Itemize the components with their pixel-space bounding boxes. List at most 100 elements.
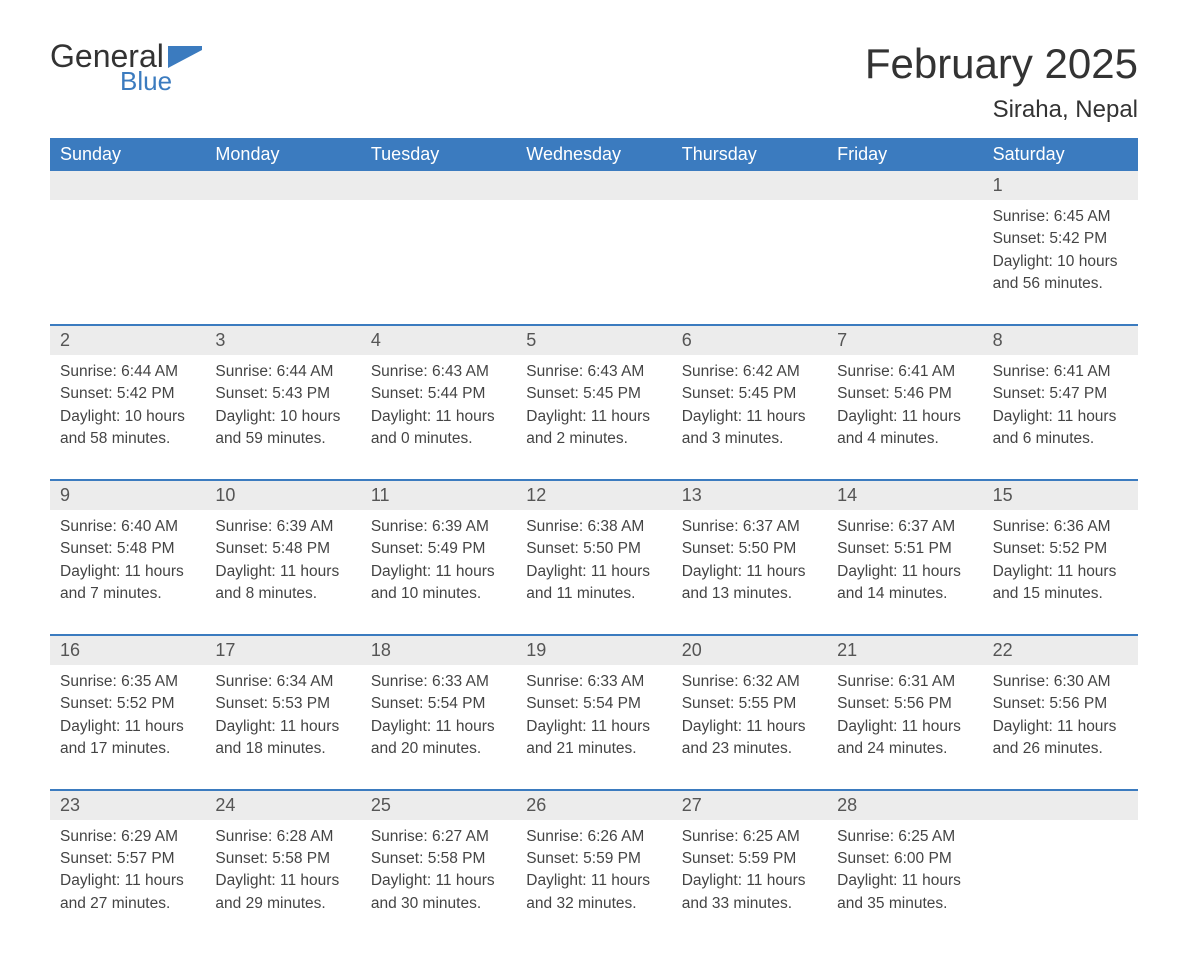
day-cell xyxy=(205,200,360,302)
day-number: 16 xyxy=(50,636,205,665)
sunrise-line: Sunrise: 6:29 AM xyxy=(60,826,195,848)
day-cell: Sunrise: 6:32 AMSunset: 5:55 PMDaylight:… xyxy=(672,665,827,767)
day-cell: Sunrise: 6:39 AMSunset: 5:48 PMDaylight:… xyxy=(205,510,360,612)
daylight-line: Daylight: 11 hours and 32 minutes. xyxy=(526,870,661,915)
day-cell: Sunrise: 6:34 AMSunset: 5:53 PMDaylight:… xyxy=(205,665,360,767)
day-number: 4 xyxy=(361,326,516,355)
daynum-band: 232425262728 xyxy=(50,791,1138,820)
sunset-line: Sunset: 5:56 PM xyxy=(837,693,972,715)
daylight-line: Daylight: 11 hours and 17 minutes. xyxy=(60,716,195,761)
day-number xyxy=(205,171,360,200)
sunrise-line: Sunrise: 6:40 AM xyxy=(60,516,195,538)
day-cell xyxy=(983,820,1138,922)
daylight-line: Daylight: 11 hours and 10 minutes. xyxy=(371,561,506,606)
day-number: 22 xyxy=(983,636,1138,665)
daylight-line: Daylight: 11 hours and 3 minutes. xyxy=(682,406,817,451)
day-number: 7 xyxy=(827,326,982,355)
day-cell: Sunrise: 6:30 AMSunset: 5:56 PMDaylight:… xyxy=(983,665,1138,767)
day-number: 23 xyxy=(50,791,205,820)
daylight-line: Daylight: 11 hours and 15 minutes. xyxy=(993,561,1128,606)
sunrise-line: Sunrise: 6:43 AM xyxy=(371,361,506,383)
sunrise-line: Sunrise: 6:28 AM xyxy=(215,826,350,848)
daylight-line: Daylight: 11 hours and 23 minutes. xyxy=(682,716,817,761)
sunrise-line: Sunrise: 6:25 AM xyxy=(837,826,972,848)
day-number: 20 xyxy=(672,636,827,665)
page-header: General Blue February 2025 Siraha, Nepal xyxy=(50,40,1138,124)
day-cell: Sunrise: 6:45 AMSunset: 5:42 PMDaylight:… xyxy=(983,200,1138,302)
day-cell: Sunrise: 6:25 AMSunset: 5:59 PMDaylight:… xyxy=(672,820,827,922)
day-cell: Sunrise: 6:44 AMSunset: 5:42 PMDaylight:… xyxy=(50,355,205,457)
daylight-line: Daylight: 11 hours and 8 minutes. xyxy=(215,561,350,606)
daylight-line: Daylight: 11 hours and 21 minutes. xyxy=(526,716,661,761)
day-number: 1 xyxy=(983,171,1138,200)
sunrise-line: Sunrise: 6:32 AM xyxy=(682,671,817,693)
sunrise-line: Sunrise: 6:35 AM xyxy=(60,671,195,693)
day-cell: Sunrise: 6:31 AMSunset: 5:56 PMDaylight:… xyxy=(827,665,982,767)
day-number: 26 xyxy=(516,791,671,820)
daylight-line: Daylight: 11 hours and 13 minutes. xyxy=(682,561,817,606)
day-number: 13 xyxy=(672,481,827,510)
daylight-line: Daylight: 11 hours and 0 minutes. xyxy=(371,406,506,451)
sunrise-line: Sunrise: 6:43 AM xyxy=(526,361,661,383)
daylight-line: Daylight: 11 hours and 6 minutes. xyxy=(993,406,1128,451)
logo: General Blue xyxy=(50,40,202,97)
sunset-line: Sunset: 5:46 PM xyxy=(837,383,972,405)
sunrise-line: Sunrise: 6:34 AM xyxy=(215,671,350,693)
day-cell: Sunrise: 6:28 AMSunset: 5:58 PMDaylight:… xyxy=(205,820,360,922)
day-cell: Sunrise: 6:40 AMSunset: 5:48 PMDaylight:… xyxy=(50,510,205,612)
day-number: 27 xyxy=(672,791,827,820)
daycells-row: Sunrise: 6:35 AMSunset: 5:52 PMDaylight:… xyxy=(50,665,1138,767)
day-number xyxy=(361,171,516,200)
daylight-line: Daylight: 11 hours and 14 minutes. xyxy=(837,561,972,606)
day-number: 15 xyxy=(983,481,1138,510)
day-number: 25 xyxy=(361,791,516,820)
day-number: 3 xyxy=(205,326,360,355)
daynum-band: 16171819202122 xyxy=(50,636,1138,665)
sunrise-line: Sunrise: 6:37 AM xyxy=(682,516,817,538)
calendar-week: 1Sunrise: 6:45 AMSunset: 5:42 PMDaylight… xyxy=(50,171,1138,302)
day-number: 19 xyxy=(516,636,671,665)
day-number: 14 xyxy=(827,481,982,510)
sunrise-line: Sunrise: 6:42 AM xyxy=(682,361,817,383)
day-cell: Sunrise: 6:39 AMSunset: 5:49 PMDaylight:… xyxy=(361,510,516,612)
sunset-line: Sunset: 5:45 PM xyxy=(526,383,661,405)
sunset-line: Sunset: 5:48 PM xyxy=(215,538,350,560)
sunset-line: Sunset: 5:45 PM xyxy=(682,383,817,405)
daylight-line: Daylight: 10 hours and 58 minutes. xyxy=(60,406,195,451)
daynum-band: 2345678 xyxy=(50,326,1138,355)
day-cell xyxy=(827,200,982,302)
daylight-line: Daylight: 11 hours and 35 minutes. xyxy=(837,870,972,915)
day-cell: Sunrise: 6:35 AMSunset: 5:52 PMDaylight:… xyxy=(50,665,205,767)
sunset-line: Sunset: 5:51 PM xyxy=(837,538,972,560)
day-number xyxy=(516,171,671,200)
day-cell: Sunrise: 6:26 AMSunset: 5:59 PMDaylight:… xyxy=(516,820,671,922)
calendar-week: 232425262728Sunrise: 6:29 AMSunset: 5:57… xyxy=(50,789,1138,922)
day-number xyxy=(672,171,827,200)
sunset-line: Sunset: 5:44 PM xyxy=(371,383,506,405)
month-title: February 2025 xyxy=(865,40,1138,88)
sunset-line: Sunset: 5:55 PM xyxy=(682,693,817,715)
day-number: 17 xyxy=(205,636,360,665)
daylight-line: Daylight: 11 hours and 29 minutes. xyxy=(215,870,350,915)
day-number: 11 xyxy=(361,481,516,510)
weekday-header: Wednesday xyxy=(516,138,671,171)
sunrise-line: Sunrise: 6:39 AM xyxy=(215,516,350,538)
day-cell: Sunrise: 6:25 AMSunset: 6:00 PMDaylight:… xyxy=(827,820,982,922)
daylight-line: Daylight: 10 hours and 59 minutes. xyxy=(215,406,350,451)
day-cell: Sunrise: 6:42 AMSunset: 5:45 PMDaylight:… xyxy=(672,355,827,457)
day-number: 6 xyxy=(672,326,827,355)
day-number: 24 xyxy=(205,791,360,820)
sunrise-line: Sunrise: 6:45 AM xyxy=(993,206,1128,228)
calendar-week: 16171819202122Sunrise: 6:35 AMSunset: 5:… xyxy=(50,634,1138,767)
daylight-line: Daylight: 11 hours and 33 minutes. xyxy=(682,870,817,915)
sunrise-line: Sunrise: 6:33 AM xyxy=(526,671,661,693)
logo-word2: Blue xyxy=(120,66,202,97)
sunrise-line: Sunrise: 6:37 AM xyxy=(837,516,972,538)
sunset-line: Sunset: 5:50 PM xyxy=(682,538,817,560)
daylight-line: Daylight: 11 hours and 18 minutes. xyxy=(215,716,350,761)
sunset-line: Sunset: 5:58 PM xyxy=(215,848,350,870)
day-number: 5 xyxy=(516,326,671,355)
sunset-line: Sunset: 5:56 PM xyxy=(993,693,1128,715)
day-cell: Sunrise: 6:37 AMSunset: 5:51 PMDaylight:… xyxy=(827,510,982,612)
sunset-line: Sunset: 5:43 PM xyxy=(215,383,350,405)
